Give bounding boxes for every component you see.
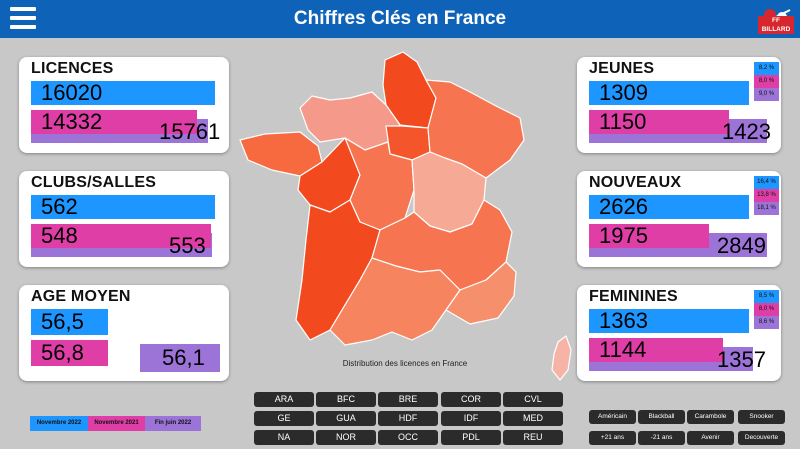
feminines-card: FEMININES 1363 1144 1357 8,5 % 8,0 % 8,6… bbox=[577, 285, 781, 381]
nouveaux-percent-box: 16,4 % 13,8 % 18,1 % bbox=[754, 176, 779, 215]
category-button-americain[interactable]: Américain bbox=[589, 410, 636, 424]
region-button-nor[interactable]: NOR bbox=[316, 430, 376, 445]
region-button-med[interactable]: MED bbox=[503, 411, 563, 426]
clubs-card: CLUBS/SALLES 562 548 553 bbox=[19, 171, 229, 267]
region-nor[interactable] bbox=[299, 91, 401, 151]
age-nov2021-value: 56,8 bbox=[41, 340, 84, 365]
region-cvl[interactable] bbox=[344, 137, 415, 231]
france-region-map bbox=[239, 51, 572, 381]
age-title: AGE MOYEN bbox=[31, 288, 131, 305]
region-ge[interactable] bbox=[425, 79, 525, 179]
jeunes-title: JEUNES bbox=[589, 60, 655, 77]
age-card: AGE MOYEN 56,5 56,8 56,1 bbox=[19, 285, 229, 381]
hamburger-menu-icon[interactable] bbox=[10, 7, 36, 31]
page-title: Chiffres Clés en France bbox=[293, 8, 507, 29]
clubs-nov2021-value: 548 bbox=[41, 223, 78, 248]
region-button-bre[interactable]: BRE bbox=[378, 392, 438, 407]
region-button-reu[interactable]: REU bbox=[503, 430, 563, 445]
feminines-title: FEMININES bbox=[589, 288, 678, 305]
header-bar: Chiffres Clés en France FF BILLARD bbox=[0, 0, 800, 38]
legend-juin2022: Fin juin 2022 bbox=[145, 416, 201, 431]
feminines-juin2022-value: 1357 bbox=[717, 347, 766, 372]
region-med[interactable] bbox=[445, 261, 517, 325]
jeunes-pct-nov2021: 8,0 % bbox=[754, 75, 779, 88]
category-button-minus21[interactable]: -21 ans bbox=[638, 431, 685, 445]
nouveaux-card: NOUVEAUX 2626 1975 2849 16,4 % 13,8 % 18… bbox=[577, 171, 781, 267]
licences-nov2021-bar: 14332 bbox=[31, 110, 197, 134]
category-button-carambole[interactable]: Carambole bbox=[687, 410, 734, 424]
region-button-gua[interactable]: GUA bbox=[316, 411, 376, 426]
region-button-ge[interactable]: GE bbox=[254, 411, 314, 426]
nouveaux-pct-juin2022: 18,1 % bbox=[754, 202, 779, 215]
region-button-pdl[interactable]: PDL bbox=[441, 430, 501, 445]
nouveaux-nov2022-value: 2626 bbox=[599, 194, 648, 219]
licences-card: LICENCES 16020 14332 15761 bbox=[19, 57, 229, 153]
jeunes-juin2022-value: 1423 bbox=[722, 119, 771, 144]
region-button-hdf[interactable]: HDF bbox=[378, 411, 438, 426]
nouveaux-juin2022-value: 2849 bbox=[717, 233, 766, 258]
feminines-nov2022-value: 1363 bbox=[599, 308, 648, 333]
jeunes-card: JEUNES 1309 1150 1423 8,2 % 8,0 % 9,0 % bbox=[577, 57, 781, 153]
category-button-avenir[interactable]: Avenir bbox=[687, 431, 734, 445]
jeunes-nov2021-value: 1150 bbox=[599, 109, 647, 134]
feminines-nov2021-bar: 1144 bbox=[589, 338, 723, 362]
nouveaux-title: NOUVEAUX bbox=[589, 174, 682, 191]
jeunes-nov2021-bar: 1150 bbox=[589, 110, 729, 134]
legend: Novembre 2022 Novembre 2021 Fin juin 202… bbox=[30, 416, 201, 431]
region-button-occ[interactable]: OCC bbox=[378, 430, 438, 445]
jeunes-pct-nov2022: 8,2 % bbox=[754, 62, 779, 75]
age-nov2022-bar: 56,5 bbox=[31, 309, 108, 335]
map-caption: Distribution des licences en France bbox=[342, 359, 468, 368]
legend-nov2021: Novembre 2021 bbox=[88, 416, 145, 431]
licences-juin2022-value: 15761 bbox=[159, 119, 221, 144]
age-nov2021-bar: 56,8 bbox=[31, 340, 108, 366]
jeunes-pct-juin2022: 9,0 % bbox=[754, 88, 779, 101]
nouveaux-nov2021-bar: 1975 bbox=[589, 224, 709, 248]
feminines-nov2021-value: 1144 bbox=[599, 337, 647, 362]
nouveaux-nov2021-value: 1975 bbox=[599, 223, 648, 248]
age-nov2022-value: 56,5 bbox=[41, 309, 84, 334]
jeunes-nov2022-value: 1309 bbox=[599, 80, 648, 105]
nouveaux-pct-nov2022: 16,4 % bbox=[754, 176, 779, 189]
licences-title: LICENCES bbox=[31, 60, 114, 77]
legend-nov2022: Novembre 2022 bbox=[30, 416, 88, 431]
region-button-bfc[interactable]: BFC bbox=[316, 392, 376, 407]
clubs-nov2021-bar: 548 bbox=[31, 224, 211, 248]
region-button-cvl[interactable]: CVL bbox=[503, 392, 563, 407]
feminines-percent-box: 8,5 % 8,0 % 8,6 % bbox=[754, 290, 779, 329]
category-button-decouverte[interactable]: Decouverte bbox=[738, 431, 785, 445]
jeunes-percent-box: 8,2 % 8,0 % 9,0 % bbox=[754, 62, 779, 101]
feminines-pct-juin2022: 8,6 % bbox=[754, 316, 779, 329]
licences-nov2022-value: 16020 bbox=[41, 80, 103, 105]
jeunes-nov2022-bar: 1309 bbox=[589, 81, 749, 105]
feminines-pct-nov2021: 8,0 % bbox=[754, 303, 779, 316]
region-button-ara[interactable]: ARA bbox=[254, 392, 314, 407]
region-button-idf[interactable]: IDF bbox=[441, 411, 501, 426]
age-juin2022-bar: 56,1 bbox=[140, 344, 220, 372]
logo-text: FF BILLARD bbox=[758, 16, 794, 34]
licences-nov2022-bar: 16020 bbox=[31, 81, 215, 105]
category-button-snooker[interactable]: Snooker bbox=[738, 410, 785, 424]
region-cor[interactable] bbox=[551, 335, 572, 381]
clubs-nov2022-value: 562 bbox=[41, 194, 78, 219]
feminines-nov2022-bar: 1363 bbox=[589, 309, 749, 333]
category-button-blackball[interactable]: Blackball bbox=[638, 410, 685, 424]
region-button-na[interactable]: NA bbox=[254, 430, 314, 445]
region-button-cor[interactable]: COR bbox=[441, 392, 501, 407]
nouveaux-pct-nov2021: 13,8 % bbox=[754, 189, 779, 202]
age-juin2022-value: 56,1 bbox=[162, 345, 205, 370]
nouveaux-nov2022-bar: 2626 bbox=[589, 195, 749, 219]
category-button-plus21[interactable]: +21 ans bbox=[589, 431, 636, 445]
clubs-title: CLUBS/SALLES bbox=[31, 174, 157, 191]
licences-nov2021-value: 14332 bbox=[41, 109, 103, 134]
ff-billard-logo: FF BILLARD bbox=[758, 4, 794, 34]
clubs-juin2022-value: 553 bbox=[169, 233, 206, 258]
feminines-pct-nov2022: 8,5 % bbox=[754, 290, 779, 303]
clubs-nov2022-bar: 562 bbox=[31, 195, 215, 219]
